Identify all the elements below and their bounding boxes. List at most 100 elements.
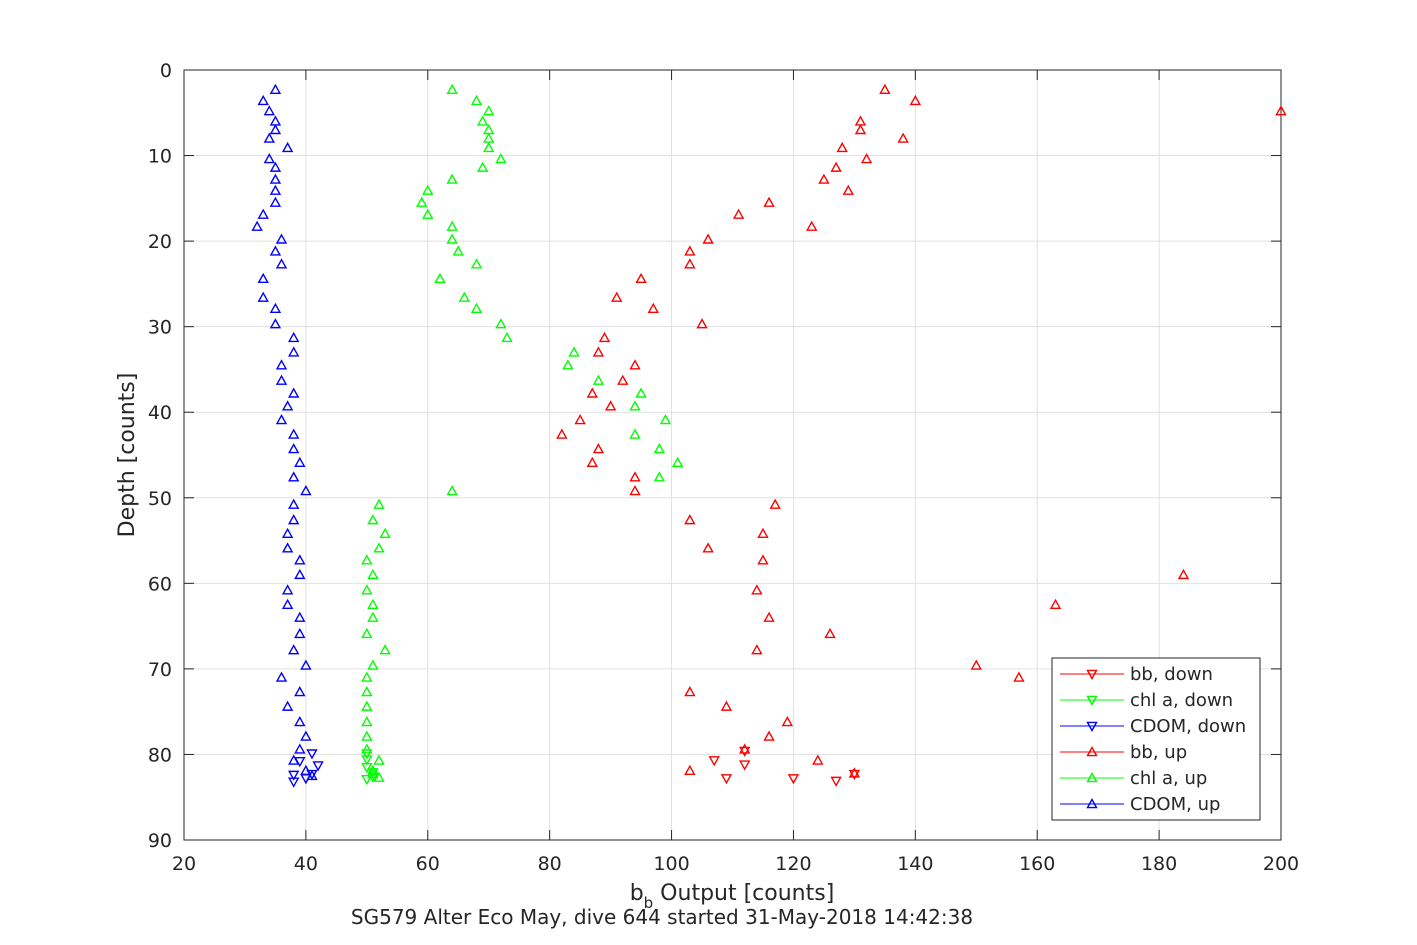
data-point: [269, 123, 282, 135]
y-tick-label: 30: [148, 317, 172, 339]
data-point: [476, 115, 489, 126]
data-point: [446, 484, 458, 496]
x-tick-label: 200: [1263, 853, 1299, 875]
data-point: [483, 105, 495, 116]
data-point: [495, 153, 507, 164]
x-tick-label: 40: [294, 853, 318, 875]
data-point: [751, 644, 763, 655]
x-tick-label: 20: [172, 853, 196, 875]
data-point: [684, 245, 696, 256]
data-point: [288, 498, 300, 509]
y-tick-labels: 0 10 20 30 40 50 60 70 80 90: [148, 60, 172, 852]
data-point: [367, 568, 379, 580]
data-point: [288, 514, 300, 525]
data-point: [635, 272, 647, 284]
series-chl-a-down: [361, 749, 379, 786]
data-point: [300, 730, 312, 741]
data-point: [751, 584, 763, 595]
data-point: [275, 359, 288, 370]
data-point: [281, 141, 294, 153]
data-point: [361, 762, 373, 774]
data-point: [647, 302, 659, 313]
data-point: [483, 141, 495, 153]
data-point: [684, 686, 696, 697]
y-tick-label: 90: [148, 830, 172, 852]
data-point: [312, 761, 324, 772]
data-point: [361, 715, 373, 727]
data-point: [909, 94, 922, 106]
data-point: [897, 132, 909, 143]
data-point: [379, 527, 391, 539]
data-point: [806, 220, 818, 231]
data-point: [306, 749, 318, 760]
data-point: [629, 359, 641, 370]
data-point: [269, 196, 282, 207]
data-point: [281, 584, 294, 595]
data-point: [361, 686, 373, 697]
data-point: [604, 400, 617, 411]
data-point: [653, 471, 666, 482]
data-point: [275, 413, 288, 425]
data-point: [635, 387, 647, 398]
y-tick-label: 40: [148, 402, 172, 424]
data-point: [629, 400, 641, 411]
data-point: [367, 659, 379, 670]
data-point: [422, 208, 434, 219]
data-point: [422, 184, 434, 195]
data-point: [288, 387, 300, 398]
data-point: [281, 700, 294, 711]
data-point: [574, 413, 586, 425]
data-point: [281, 598, 294, 610]
data-point: [367, 611, 379, 622]
data-point: [671, 456, 684, 467]
data-point: [281, 527, 294, 539]
y-tick-label: 60: [148, 573, 172, 595]
data-point: [824, 627, 836, 639]
data-point: [501, 331, 513, 343]
data-point: [269, 318, 282, 329]
data-point: [738, 746, 751, 757]
data-point: [367, 598, 379, 610]
legend-marker: [1086, 798, 1098, 809]
data-point: [288, 331, 300, 343]
legend-marker: [1086, 746, 1098, 757]
data-point: [373, 498, 385, 509]
data-point: [294, 686, 306, 697]
data-point: [470, 302, 483, 313]
data-point: [294, 743, 306, 754]
data-point: [629, 428, 641, 439]
data-point: [629, 484, 641, 496]
data-point: [275, 671, 288, 682]
data-markers: [251, 83, 1287, 788]
data-point: [684, 514, 696, 525]
data-point: [702, 542, 714, 553]
data-point: [592, 374, 605, 385]
data-point: [836, 141, 848, 153]
data-point: [300, 659, 312, 670]
axes-box: [183, 69, 1282, 841]
chart-caption: SG579 Alter Eco May, dive 644 started 31…: [351, 905, 973, 929]
data-point: [361, 700, 373, 711]
tick-marks: [183, 69, 1282, 841]
data-point: [275, 233, 288, 244]
data-point: [275, 374, 288, 385]
data-point: [720, 774, 733, 785]
legend-marker: [1086, 695, 1098, 706]
y-tick-label: 80: [148, 744, 172, 766]
data-point: [818, 173, 830, 184]
data-point: [257, 272, 269, 284]
data-point: [251, 220, 263, 231]
data-point: [452, 245, 464, 256]
data-point: [812, 754, 824, 765]
legend-label: CDOM, down: [1130, 716, 1246, 737]
data-point: [1049, 598, 1062, 610]
series-cdom-down: [288, 749, 324, 788]
data-point: [842, 184, 854, 195]
data-point: [257, 208, 269, 219]
data-point: [434, 272, 446, 284]
data-point: [300, 484, 312, 496]
x-tick-label: 60: [416, 853, 440, 875]
data-point: [763, 611, 775, 622]
data-point: [458, 291, 471, 302]
data-point: [702, 233, 714, 244]
